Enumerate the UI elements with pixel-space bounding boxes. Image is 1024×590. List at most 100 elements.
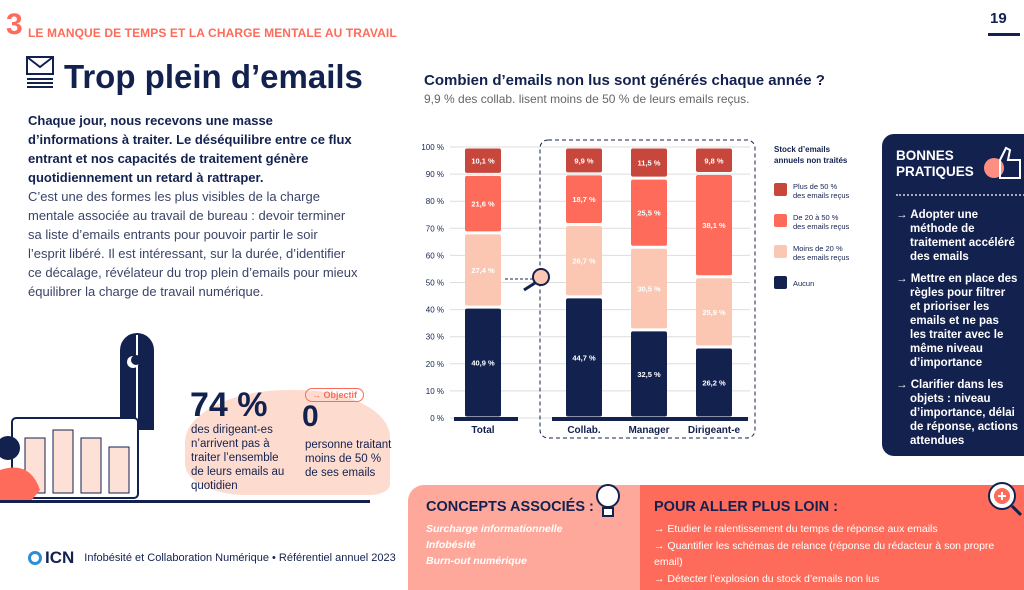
panel-title: POUR ALLER PLUS LOIN : (654, 499, 838, 515)
magnifier-icon-handle (523, 281, 536, 292)
plus-loin-item: → Détecter l’explosion du stock d’emails… (654, 572, 880, 585)
concept-item: Burn-out numérique (426, 555, 527, 567)
magnifier-plus-icon (988, 482, 1023, 517)
thumbs-up-icon (984, 146, 1021, 179)
bar-label: 38,1 % (702, 221, 726, 230)
y-tick-label: 90 % (426, 170, 444, 179)
footer: ICN Infobésité et Collaboration Numériqu… (28, 548, 396, 568)
bar-label: 21,6 % (471, 200, 495, 209)
lightbulb-icon (596, 484, 620, 517)
y-tick-label: 10 % (426, 387, 444, 396)
bar-segment (696, 348, 732, 417)
bar-segment (566, 298, 602, 417)
legend-swatch (774, 276, 787, 289)
bar-segment (566, 175, 602, 224)
bar-label: 32,5 % (637, 370, 661, 379)
x-tick-label: Manager (628, 425, 669, 436)
bar-segment (631, 331, 667, 417)
illustration-person-at-computer (0, 333, 154, 502)
practice-item: → Clarifier dans les objets : niveau d’i… (896, 379, 1019, 447)
bonnes-pratiques-panel: BONNES PRATIQUES → Adopter une méthode d… (882, 134, 1024, 456)
stat-value: 74 % (190, 386, 268, 424)
bar-label: 9,9 % (574, 156, 594, 165)
x-tick-label: Dirigeant-e (688, 425, 741, 436)
bar-segment (566, 148, 602, 173)
objective-description: personne traitant moins de 50 % de ses e… (305, 439, 392, 479)
bar-label: 44,7 % (572, 353, 596, 362)
legend-swatch (774, 245, 787, 258)
bar-label: 25,5 % (637, 209, 661, 218)
concept-item: Infobésité (426, 539, 476, 551)
stat-description: des dirigeant-es n’arrivent pas à traite… (191, 424, 285, 492)
divider (896, 194, 1024, 196)
legend-title: annuels non traités (774, 156, 848, 165)
envelope-icon (26, 56, 54, 88)
practice-item: → Mettre en place des règles pour filtre… (896, 273, 1018, 369)
group-dashed-box (539, 139, 756, 439)
y-tick-label: 30 % (426, 333, 444, 342)
concept-item: Surcharge informationnelle (426, 523, 563, 535)
legend-label: De 20 à 50 % (793, 213, 839, 222)
panel-title: BONNES PRATIQUES (896, 148, 974, 179)
bar-segment (631, 148, 667, 177)
bar-label: 27,4 % (471, 266, 495, 275)
chart-title: Combien d’emails non lus sont générés ch… (424, 72, 825, 89)
plus-loin-item: → Quantifier les schémas de relance (rép… (654, 539, 995, 569)
y-tick-label: 0 % (430, 414, 444, 423)
decorative-blob (185, 390, 390, 495)
legend-swatch (774, 183, 787, 196)
bar-segment (696, 278, 732, 346)
bar-segment (631, 248, 667, 329)
y-tick-label: 60 % (426, 251, 444, 260)
bar-segment (631, 179, 667, 246)
plus-loin-panel: POUR ALLER PLUS LOIN : → Etudier le rale… (640, 485, 1024, 590)
bar-segment (465, 148, 501, 173)
legend-label: des emails reçus (793, 191, 850, 200)
bar-label: 40,9 % (471, 359, 495, 368)
bar-label: 10,1 % (471, 157, 495, 166)
bar-segment (566, 226, 602, 296)
y-tick-label: 70 % (426, 224, 444, 233)
x-tick-label: Total (471, 425, 494, 436)
y-tick-label: 80 % (426, 197, 444, 206)
bar-label: 18,7 % (572, 195, 596, 204)
legend-label: des emails reçus (793, 253, 850, 262)
legend-label: Aucun (793, 279, 814, 288)
icn-logo: ICN (28, 548, 74, 568)
bar-label: 26,2 % (702, 378, 726, 387)
legend-label: Plus de 50 % (793, 182, 838, 191)
plus-loin-item: → Etudier le ralentissement du temps de … (654, 523, 938, 535)
divider (988, 33, 1020, 36)
page-number: 19 (990, 10, 1007, 27)
objective-value: 0 (302, 400, 319, 433)
legend-label: Moins de 20 % (793, 244, 843, 253)
bar-label: 9,8 % (704, 156, 724, 165)
body-paragraph: C’est une des formes les plus visibles d… (28, 189, 358, 299)
bar-label: 26,7 % (572, 257, 596, 266)
chart-subtitle: 9,9 % des collab. lisent moins de 50 % d… (424, 92, 750, 106)
magnifier-icon (532, 268, 550, 286)
y-tick-label: 100 % (421, 143, 444, 152)
divider (0, 500, 370, 503)
section-number: 3 (6, 8, 23, 41)
lead-paragraph: Chaque jour, nous recevons une masse d’i… (28, 113, 352, 185)
legend-swatch (774, 214, 787, 227)
practice-item: → Adopter une méthode de traitement accé… (896, 209, 1015, 263)
panel-title: CONCEPTS ASSOCIÉS : (426, 499, 594, 515)
x-tick-label: Collab. (567, 425, 601, 436)
bar-segment (465, 308, 501, 417)
bar-segment (465, 175, 501, 232)
bar-label: 30,5 % (637, 285, 661, 294)
objective-badge: → Objectif (305, 388, 365, 402)
bar-segment (696, 175, 732, 276)
bar-label: 25,9 % (702, 308, 726, 317)
y-tick-label: 20 % (426, 360, 444, 369)
y-tick-label: 40 % (426, 306, 444, 315)
bar-segment (465, 234, 501, 306)
page-title: Trop plein d’emails (64, 58, 363, 95)
footer-text: Infobésité et Collaboration Numérique • … (84, 552, 396, 564)
baseline (454, 417, 518, 421)
bar-segment (696, 148, 732, 173)
legend-label: des emails reçus (793, 222, 850, 231)
baseline (552, 417, 748, 421)
